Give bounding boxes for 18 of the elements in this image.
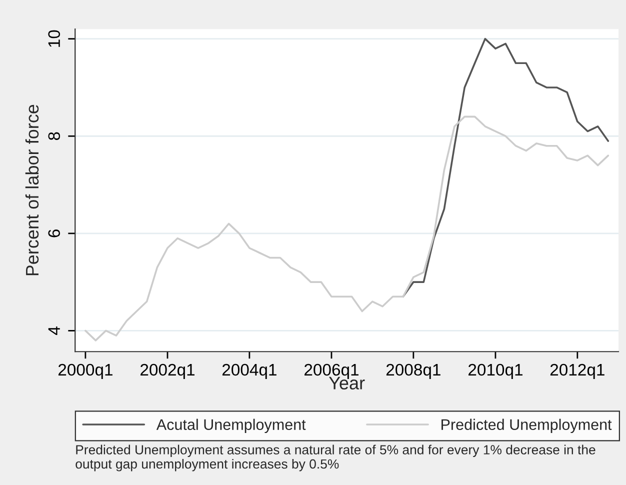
x-tick-label: 2010q1: [468, 364, 522, 379]
text: Predicted Unemployment assumes a natural rate of 5% and for every 1% decrease in the output gap unemployment increases by 0.5%: [76, 444, 596, 472]
y-tick-label: 4: [48, 326, 60, 335]
line-series: [402, 38, 610, 298]
y-tick-label: 6: [48, 230, 60, 238]
y-tick-label: 8: [48, 132, 60, 140]
x-tick-label: 2000q1: [58, 364, 112, 379]
x-tick-label: 2012q1: [550, 364, 604, 379]
line-series: [84, 116, 610, 342]
x-tick-label: 2006q1: [304, 364, 358, 379]
legend-label: Predicted Unemployment: [442, 418, 612, 434]
x-tick-label: 2002q1: [140, 364, 194, 379]
x-tick-label: 2004q1: [222, 364, 276, 379]
x-axis-title: Year: [328, 376, 365, 390]
y-tick-label: 10: [48, 30, 60, 47]
legend-label: Acutal Unemployment: [156, 418, 306, 434]
y-axis-title: Percent of labor force: [25, 104, 39, 276]
x-tick-label: 2008q1: [386, 364, 440, 379]
